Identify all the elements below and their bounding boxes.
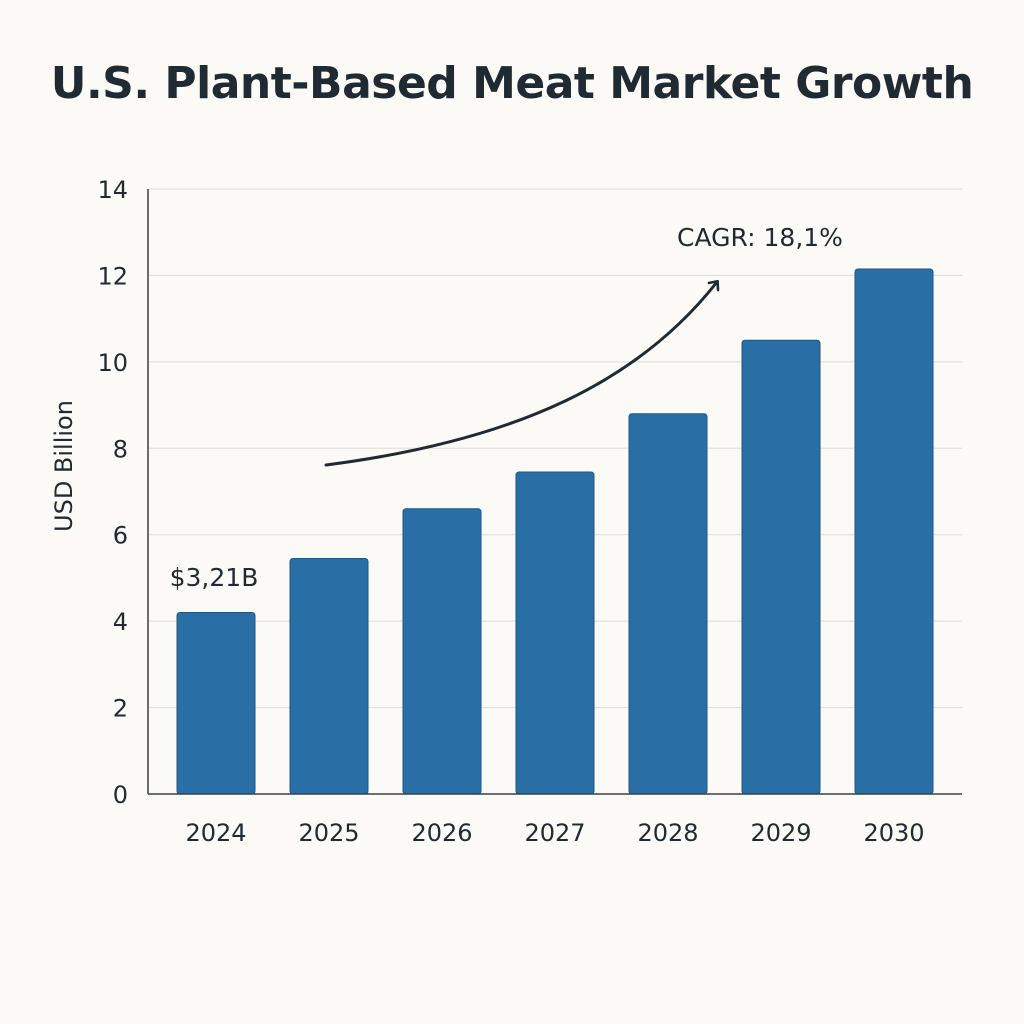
x-tick-label: 2030 [863,819,924,847]
bar-2029 [741,339,821,795]
y-tick-label: 4 [113,608,128,636]
y-tick-label: 6 [113,522,128,550]
cagr-label: CAGR: 18,1% [677,223,843,252]
y-tick-label: 12 [97,262,128,290]
bar-2028 [628,413,708,795]
y-tick-label: 0 [113,781,128,809]
first-bar-value-label: $3,21B [170,563,259,592]
axes: 0 2 4 6 8 10 12 14 2024 2025 2026 2027 2028 2029 2030 U… [50,176,962,847]
x-tick-label: 2027 [524,819,585,847]
y-tick-label: 2 [113,695,128,723]
bar-2025 [289,557,369,795]
y-axis-label: USD Billion [50,400,78,532]
growth-arrow [324,282,717,467]
bar-2024 [176,612,256,795]
bar-2026 [402,508,482,795]
chart-title: U.S. Plant-Based Meat Market Growth [50,58,974,109]
x-tick-label: 2029 [750,819,811,847]
bar-2030 [854,268,934,795]
x-tick-label: 2028 [637,819,698,847]
bars [176,268,934,795]
bar-2027 [515,471,595,795]
y-tick-label: 14 [97,176,128,204]
y-tick-label: 10 [97,349,128,377]
x-tick-label: 2024 [185,819,246,847]
annotations: $3,21B CAGR: 18,1% [170,223,843,592]
y-tick-label: 8 [113,435,128,463]
x-tick-label: 2026 [411,819,472,847]
x-tick-label: 2025 [298,819,359,847]
